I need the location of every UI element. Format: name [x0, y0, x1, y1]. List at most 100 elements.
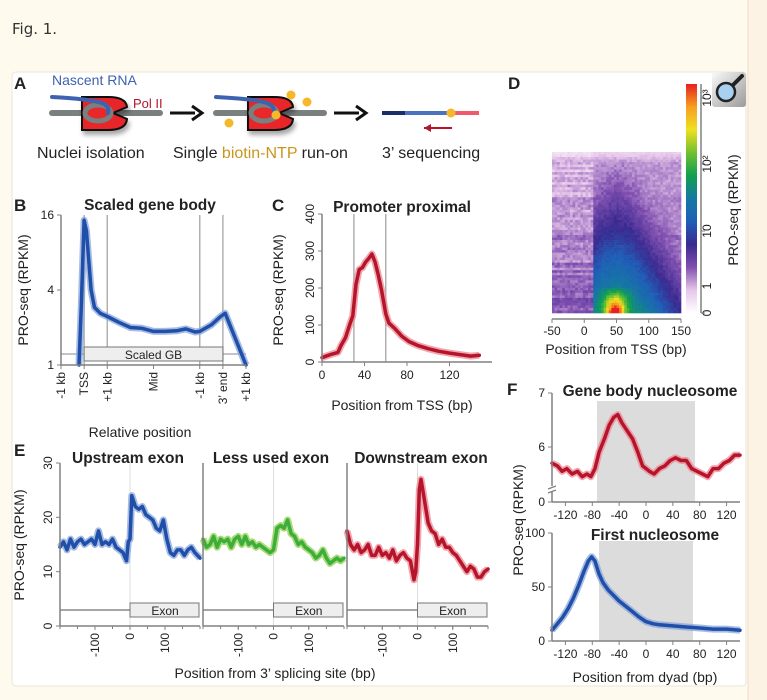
- panel-letter-e: E: [14, 441, 25, 460]
- heatmap-cell: [588, 295, 591, 299]
- heatmap-cell: [657, 267, 661, 271]
- heatmap-cell: [577, 300, 581, 304]
- heatmap-cell: [647, 235, 651, 238]
- heatmap-cell: [567, 305, 571, 309]
- heatmap-cell: [647, 157, 651, 160]
- heatmap-cell: [673, 152, 677, 155]
- heatmap-cell: [619, 262, 622, 266]
- heatmap-cell: [678, 164, 682, 168]
- heatmap-cell: [634, 214, 638, 218]
- heatmap-cell: [552, 162, 555, 165]
- heatmap-cell: [564, 174, 568, 178]
- heatmap-cell: [665, 257, 669, 261]
- heatmap-cell: [585, 245, 589, 248]
- heatmap-cell: [637, 240, 641, 243]
- heatmap-cell: [590, 307, 594, 311]
- heatmap-cell: [662, 182, 666, 186]
- heatmap-cell: [577, 209, 581, 213]
- zoom-button[interactable]: [712, 72, 746, 107]
- heatmap-cell: [572, 182, 576, 186]
- heatmap-cell: [588, 154, 591, 158]
- heatmap-cell: [588, 167, 591, 170]
- heatmap-cell: [611, 240, 615, 243]
- heatmap-cell: [611, 275, 615, 279]
- heatmap-cell: [619, 240, 622, 243]
- heatmap-cell: [575, 282, 579, 286]
- heatmap-cell: [631, 202, 635, 206]
- heatmap-cell: [593, 209, 597, 213]
- heatmap-cell: [603, 305, 607, 309]
- magnifier-icon[interactable]: [715, 81, 737, 103]
- heatmap-cell: [564, 267, 568, 271]
- heatmap-cell: [631, 292, 635, 296]
- heatmap-cell: [662, 265, 666, 269]
- heatmap-cell: [554, 182, 558, 186]
- heatmap-cell: [655, 154, 659, 158]
- heatmap-cell: [575, 277, 579, 281]
- heatmap-cell: [644, 247, 648, 251]
- heatmap-cell: [639, 245, 643, 248]
- heatmap-cell: [660, 222, 664, 226]
- heatmap-cell: [613, 174, 617, 178]
- y-tick-label: 300: [303, 241, 317, 261]
- heatmap-cell: [588, 310, 591, 314]
- heatmap-cell: [652, 217, 656, 221]
- heatmap-cell: [644, 169, 648, 173]
- heatmap-cell: [678, 292, 682, 296]
- heatmap-cell: [598, 245, 602, 248]
- heatmap-cell: [595, 169, 599, 173]
- heatmap-cell: [678, 265, 682, 269]
- heatmap-cell: [593, 152, 597, 155]
- heatmap-cell: [593, 287, 597, 291]
- heatmap-cell: [616, 307, 620, 311]
- heatmap-cell: [580, 157, 584, 160]
- heatmap-cell: [637, 287, 641, 291]
- heatmap-cell: [588, 267, 591, 271]
- heatmap-cell: [624, 199, 628, 203]
- heatmap-cell: [629, 302, 633, 306]
- heatmap-cell: [595, 214, 599, 218]
- heatmap-cell: [662, 232, 666, 236]
- heatmap-cell: [647, 177, 651, 180]
- heatmap-cell: [665, 174, 669, 178]
- heatmap-cell: [660, 219, 664, 223]
- heatmap-cell: [662, 219, 666, 223]
- heatmap-cell: [644, 295, 648, 299]
- heatmap-cell: [593, 310, 597, 314]
- heatmap-cell: [660, 237, 664, 241]
- heatmap-cell: [611, 152, 615, 155]
- heatmap-cell: [621, 302, 625, 306]
- heatmap-cell: [577, 242, 581, 246]
- heatmap-cell: [593, 167, 597, 170]
- heatmap-cell: [650, 189, 653, 193]
- heatmap-cell: [606, 182, 610, 186]
- heatmap-cell: [650, 224, 653, 228]
- heatmap-cell: [575, 247, 579, 251]
- heatmap-cell: [639, 197, 643, 201]
- heatmap-cell: [642, 162, 646, 165]
- heatmap-cell: [585, 277, 589, 281]
- heatmap-cell: [598, 174, 602, 178]
- heatmap-cell: [644, 157, 648, 160]
- heatmap-cell: [603, 152, 607, 155]
- heatmap-cell: [631, 277, 635, 281]
- heatmap-cell: [647, 255, 651, 258]
- heatmap-cell: [598, 207, 602, 211]
- heatmap-cell: [652, 302, 656, 306]
- heatmap-cell: [598, 157, 602, 160]
- heatmap-cell: [575, 250, 579, 253]
- heatmap-cell: [567, 245, 571, 248]
- heatmap-cell: [642, 242, 646, 246]
- heatmap-cell: [559, 250, 563, 253]
- heatmap-cell: [595, 209, 599, 213]
- heatmap-cell: [624, 307, 628, 311]
- heatmap-cell: [675, 204, 679, 208]
- heatmap-cell: [634, 310, 638, 314]
- heatmap-cell: [634, 235, 638, 238]
- heatmap-cell: [660, 275, 664, 279]
- heatmap-cell: [585, 172, 589, 175]
- heatmap-cell: [634, 157, 638, 160]
- heatmap-cell: [613, 199, 617, 203]
- heatmap-cell: [639, 219, 643, 223]
- heatmap-cell: [557, 184, 561, 188]
